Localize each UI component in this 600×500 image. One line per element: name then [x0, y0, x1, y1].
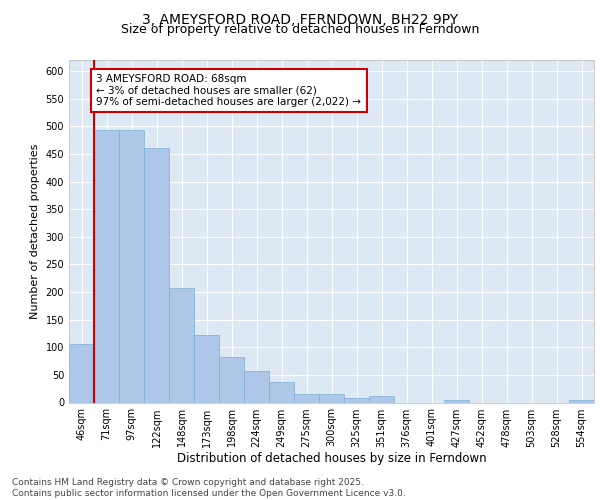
Bar: [119, 130, 144, 402]
Bar: [369, 396, 394, 402]
Bar: [569, 400, 594, 402]
Bar: [319, 394, 344, 402]
Bar: [444, 400, 469, 402]
Bar: [294, 394, 319, 402]
Text: Contains HM Land Registry data © Crown copyright and database right 2025.
Contai: Contains HM Land Registry data © Crown c…: [12, 478, 406, 498]
Bar: [219, 356, 244, 403]
Bar: [94, 130, 119, 402]
X-axis label: Distribution of detached houses by size in Ferndown: Distribution of detached houses by size …: [176, 452, 487, 466]
Text: 3, AMEYSFORD ROAD, FERNDOWN, BH22 9PY: 3, AMEYSFORD ROAD, FERNDOWN, BH22 9PY: [142, 12, 458, 26]
Bar: [344, 398, 369, 402]
Bar: [194, 335, 219, 402]
Bar: [69, 344, 94, 403]
Text: 3 AMEYSFORD ROAD: 68sqm
← 3% of detached houses are smaller (62)
97% of semi-det: 3 AMEYSFORD ROAD: 68sqm ← 3% of detached…: [97, 74, 361, 107]
Bar: [169, 288, 194, 403]
Y-axis label: Number of detached properties: Number of detached properties: [30, 144, 40, 319]
Text: Size of property relative to detached houses in Ferndown: Size of property relative to detached ho…: [121, 22, 479, 36]
Bar: [269, 382, 294, 402]
Bar: [144, 148, 169, 402]
Bar: [244, 371, 269, 402]
